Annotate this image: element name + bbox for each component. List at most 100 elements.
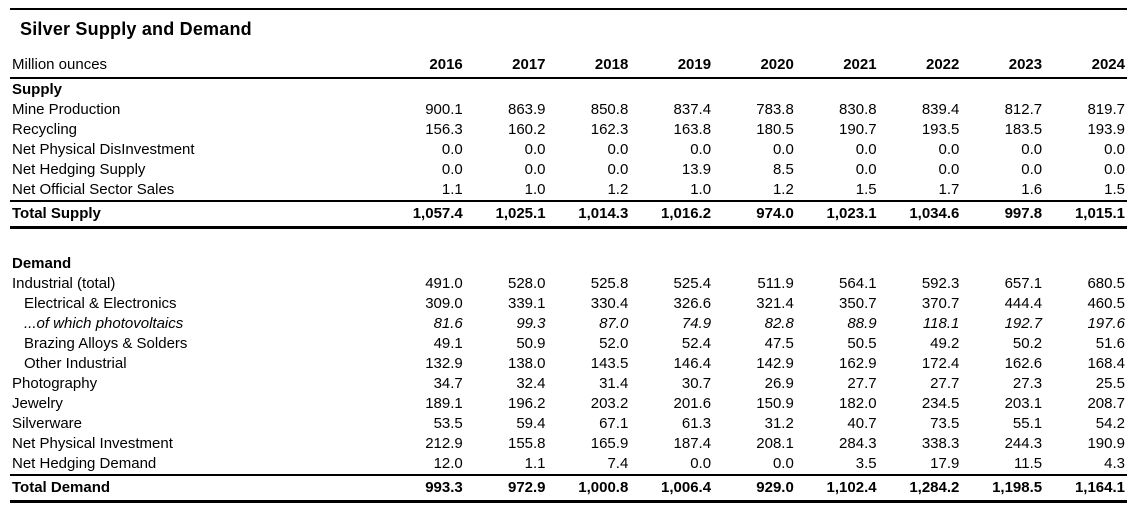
value-cell: 900.1	[425, 101, 463, 118]
value-cell: 326.6	[673, 295, 712, 312]
value-cell: 27.7	[847, 375, 877, 392]
value-cell: 50.2	[1012, 335, 1043, 352]
value-cell: 26.9	[764, 375, 794, 392]
value-cell: 197.6	[1087, 315, 1125, 332]
value-cell: 150.9	[756, 395, 794, 412]
value-cell	[713, 253, 796, 274]
row-label: Other Industrial	[24, 355, 127, 372]
value-cell: 1.5	[855, 181, 877, 198]
value-cell	[465, 253, 548, 274]
value-cell: 330.4	[590, 295, 629, 312]
table-row: Net Physical Investment 212.9 155.8 165.9 18…	[10, 434, 1127, 454]
value-cell: 0.0	[772, 141, 794, 158]
value-cell: 180.5	[756, 121, 794, 138]
row-label: Net Physical DisInvestment	[12, 141, 195, 158]
value-cell: 118.1	[922, 315, 960, 332]
value-cell: 0.0	[524, 141, 546, 158]
value-cell: 993.3	[382, 474, 465, 503]
table-row: Net Hedging Demand 12.0 1.1 7.4 0.0 0.0 3.5 17.…	[10, 454, 1127, 475]
value-cell: 160.2	[507, 121, 546, 138]
year-column-header: 2022	[878, 55, 962, 79]
table-row: Mine Production 900.1 863.9 850.8 837.4 783.8…	[10, 100, 1127, 120]
value-cell: 40.7	[847, 415, 877, 432]
table-row: ...of which photovoltaics 81.6 99.3 87.0 74.…	[10, 314, 1127, 334]
value-cell: 1,198.5	[961, 474, 1045, 503]
row-label: Net Hedging Demand	[12, 455, 157, 472]
value-cell: 189.1	[425, 395, 463, 412]
value-cell: 52.4	[681, 335, 712, 352]
value-cell: 32.4	[516, 375, 546, 392]
value-cell: 1.0	[690, 181, 712, 198]
top-rule	[10, 8, 1127, 10]
value-cell: 850.8	[590, 101, 629, 118]
value-cell: 1,015.1	[1044, 200, 1127, 229]
value-cell: 146.4	[673, 355, 712, 372]
value-cell: 0.0	[1104, 141, 1125, 158]
value-cell	[796, 253, 879, 274]
value-cell: 49.2	[930, 335, 960, 352]
year-column-header: 2024	[1044, 55, 1127, 79]
value-cell: 190.7	[839, 121, 877, 138]
value-cell: 34.7	[433, 375, 463, 392]
value-cell: 1,164.1	[1044, 474, 1127, 503]
value-cell: 61.3	[681, 415, 712, 432]
value-cell	[548, 78, 631, 100]
value-cell: 0.0	[690, 455, 712, 472]
value-cell: 819.7	[1087, 101, 1125, 118]
value-cell: 0.0	[690, 141, 712, 158]
value-cell: 680.5	[1087, 275, 1125, 292]
row-label: Industrial (total)	[12, 275, 116, 292]
value-cell: 370.7	[921, 295, 960, 312]
value-cell: 839.4	[921, 101, 960, 118]
row-label: Supply	[12, 81, 63, 98]
value-cell: 52.0	[599, 335, 629, 352]
table-row: Photography 34.7 32.4 31.4 30.7 26.9 27.7 27.7 2…	[10, 374, 1127, 394]
value-cell: 30.7	[681, 375, 712, 392]
value-cell: 196.2	[507, 395, 546, 412]
value-cell: 1,102.4	[795, 474, 879, 503]
value-cell	[961, 78, 1044, 100]
value-cell: 997.8	[961, 200, 1045, 229]
value-cell: 203.1	[1004, 395, 1043, 412]
table-row: Silverware 53.5 59.4 67.1 61.3 31.2 40.7 73.5 55…	[10, 414, 1127, 434]
value-cell: 142.9	[756, 355, 794, 372]
value-cell: 27.3	[1012, 375, 1043, 392]
table-row: Net Official Sector Sales 1.1 1.0 1.2 1.0 1.2…	[10, 180, 1127, 201]
year-column-header: 2020	[713, 55, 796, 79]
row-label: Mine Production	[12, 101, 121, 118]
value-cell	[1044, 78, 1127, 100]
value-cell: 783.8	[756, 101, 794, 118]
value-cell: 284.3	[839, 435, 877, 452]
value-cell: 0.0	[855, 161, 877, 178]
value-cell: 155.8	[507, 435, 546, 452]
value-cell: 165.9	[590, 435, 629, 452]
value-cell: 4.3	[1104, 455, 1125, 472]
value-cell: 592.3	[921, 275, 960, 292]
value-cell: 73.5	[930, 415, 960, 432]
value-cell: 212.9	[425, 435, 463, 452]
value-cell: 49.1	[433, 335, 463, 352]
year-column-header: 2017	[464, 55, 548, 79]
value-cell: 0.0	[772, 455, 794, 472]
year-column-header: 2019	[630, 55, 714, 79]
value-cell: 0.0	[524, 161, 546, 178]
value-cell: 863.9	[507, 101, 546, 118]
row-label: Net Official Sector Sales	[12, 181, 175, 198]
row-label: ...of which photovoltaics	[24, 315, 184, 332]
value-cell: 82.8	[764, 315, 794, 332]
value-cell: 0.0	[938, 161, 960, 178]
spacer-row	[10, 228, 1127, 254]
value-cell: 460.5	[1087, 295, 1125, 312]
value-cell: 1,014.3	[547, 200, 631, 229]
value-cell: 837.4	[673, 101, 712, 118]
value-cell: 0.0	[1021, 141, 1043, 158]
value-cell: 1.1	[524, 455, 546, 472]
value-cell: 67.1	[599, 415, 629, 432]
value-cell: 81.6	[433, 315, 463, 332]
value-cell: 0.0	[1104, 161, 1125, 178]
table-row: Net Hedging Supply 0.0 0.0 0.0 13.9 8.5 0.0 0.0…	[10, 160, 1127, 180]
year-column-header: 2023	[961, 55, 1045, 79]
row-label: Net Physical Investment	[12, 435, 173, 452]
value-cell: 156.3	[425, 121, 463, 138]
value-cell: 0.0	[938, 141, 960, 158]
